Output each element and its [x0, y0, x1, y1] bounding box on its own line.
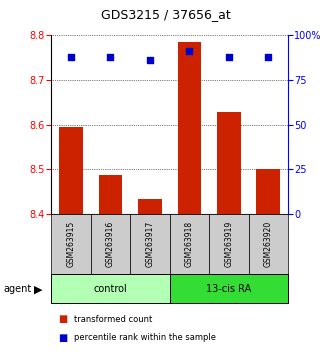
- Text: GSM263916: GSM263916: [106, 221, 115, 267]
- Text: GSM263915: GSM263915: [67, 221, 75, 267]
- FancyBboxPatch shape: [169, 214, 209, 274]
- Point: [265, 54, 271, 60]
- FancyBboxPatch shape: [249, 214, 288, 274]
- FancyBboxPatch shape: [169, 274, 288, 303]
- Point: [108, 54, 113, 60]
- Point: [187, 48, 192, 54]
- Text: percentile rank within the sample: percentile rank within the sample: [74, 333, 216, 342]
- Text: transformed count: transformed count: [74, 315, 153, 324]
- Text: ■: ■: [58, 333, 67, 343]
- Point: [147, 58, 153, 63]
- Point: [226, 54, 231, 60]
- Text: GDS3215 / 37656_at: GDS3215 / 37656_at: [101, 8, 230, 21]
- Text: GSM263919: GSM263919: [224, 221, 233, 267]
- Text: GSM263918: GSM263918: [185, 221, 194, 267]
- Text: GSM263917: GSM263917: [145, 221, 155, 267]
- Point: [69, 54, 74, 60]
- Text: control: control: [94, 284, 127, 293]
- Bar: [257, 169, 280, 214]
- Text: ■: ■: [58, 314, 67, 324]
- Text: ▶: ▶: [34, 284, 42, 294]
- FancyBboxPatch shape: [51, 214, 91, 274]
- Bar: [138, 199, 162, 214]
- FancyBboxPatch shape: [209, 214, 249, 274]
- FancyBboxPatch shape: [130, 214, 169, 274]
- Text: agent: agent: [3, 284, 31, 294]
- Bar: [59, 127, 83, 214]
- FancyBboxPatch shape: [51, 274, 169, 303]
- FancyBboxPatch shape: [91, 214, 130, 274]
- Text: GSM263920: GSM263920: [264, 221, 273, 267]
- Bar: [177, 42, 201, 214]
- Bar: [217, 112, 241, 214]
- Text: 13-cis RA: 13-cis RA: [206, 284, 252, 293]
- Bar: [99, 175, 122, 214]
